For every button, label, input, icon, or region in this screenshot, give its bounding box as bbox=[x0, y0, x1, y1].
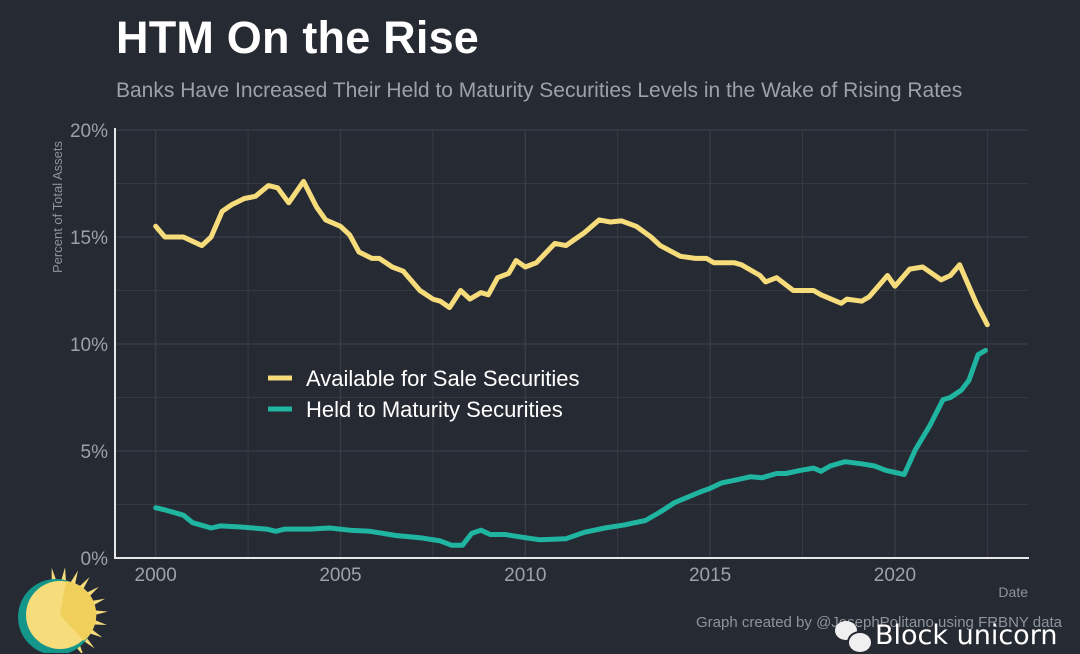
legend: Available for Sale Securities Held to Ma… bbox=[268, 366, 580, 422]
y-tick-label: 10% bbox=[70, 335, 108, 356]
x-tick-label: 2000 bbox=[135, 565, 177, 586]
y-tick-label: 0% bbox=[81, 549, 109, 570]
y-tick-label: 15% bbox=[70, 228, 108, 249]
x-tick-label: 2015 bbox=[689, 565, 731, 586]
x-tick-labels: 2000 2005 2010 2015 2020 bbox=[135, 565, 917, 586]
y-axis-label: Percent of Total Assets bbox=[50, 141, 65, 273]
chart-title: HTM On the Rise bbox=[116, 12, 480, 63]
sun-ray bbox=[92, 610, 108, 616]
series-line-held-to-maturity bbox=[153, 347, 988, 548]
x-tick-label: 2010 bbox=[504, 565, 546, 586]
series-line-available-for-sale bbox=[153, 178, 990, 328]
legend-label-htm: Held to Maturity Securities bbox=[306, 397, 563, 422]
source-caption: Graph created by @JosephPolitano using F… bbox=[696, 614, 1062, 631]
sun-ray bbox=[69, 570, 78, 586]
x-axis-label: Date bbox=[998, 584, 1028, 600]
watermark: Block unicorn bbox=[835, 620, 1058, 654]
axes bbox=[114, 128, 1029, 559]
watermark-text: Block unicorn bbox=[875, 620, 1058, 651]
series-lines bbox=[153, 178, 990, 548]
x-tick-label: 2005 bbox=[319, 565, 361, 586]
legend-label-afs: Available for Sale Securities bbox=[306, 366, 580, 391]
sun-logo-icon bbox=[18, 567, 108, 653]
wechat-icon bbox=[835, 620, 873, 654]
y-tick-labels: 0% 5% 10% 15% 20% bbox=[70, 121, 108, 570]
y-tick-label: 5% bbox=[81, 442, 109, 463]
x-tick-label: 2020 bbox=[874, 565, 916, 586]
chart-subtitle: Banks Have Increased Their Held to Matur… bbox=[116, 79, 963, 102]
grid-lines bbox=[115, 129, 1028, 559]
y-tick-label: 20% bbox=[70, 121, 108, 142]
sun-ray bbox=[60, 567, 67, 583]
